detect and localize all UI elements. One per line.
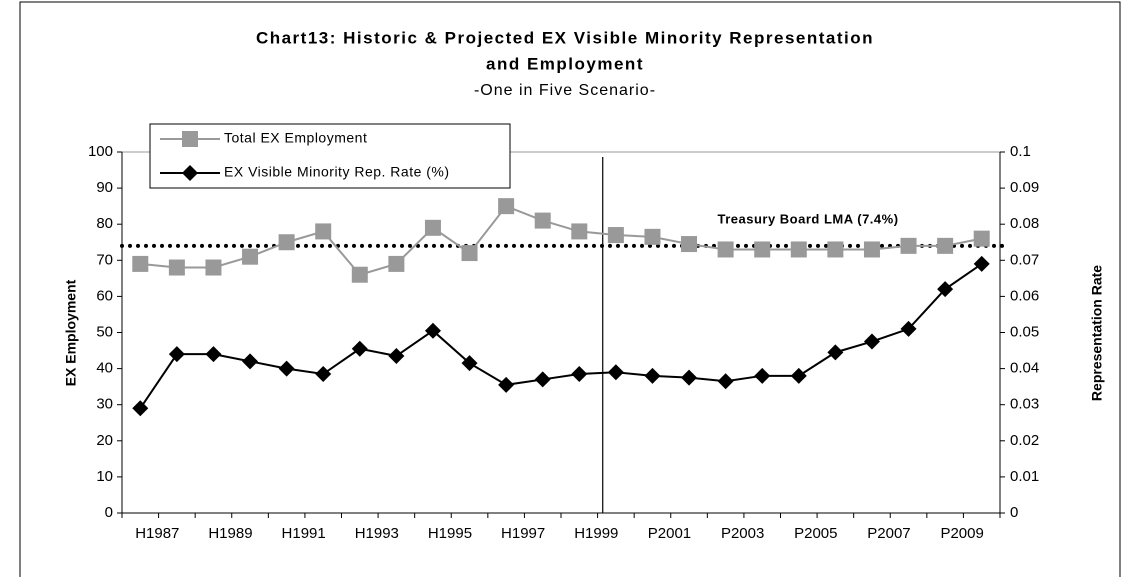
data-point	[607, 227, 624, 244]
data-point	[900, 237, 917, 254]
x-tick-label: H1991	[282, 525, 326, 542]
data-point	[863, 241, 880, 258]
x-tick-label: H1993	[355, 525, 399, 542]
data-point	[681, 236, 698, 253]
data-point	[278, 234, 295, 251]
y2-tick-label: 0.09	[1010, 179, 1039, 196]
data-point	[132, 400, 149, 417]
data-point	[534, 212, 551, 229]
data-point	[534, 371, 551, 388]
series-line	[139, 263, 983, 409]
chart-frame	[19, 1, 1121, 577]
data-point	[424, 219, 441, 236]
data-point	[863, 333, 880, 350]
data-point	[168, 346, 185, 363]
data-point	[681, 369, 698, 386]
data-point	[461, 245, 478, 262]
y-tick-label: 10	[96, 468, 113, 485]
data-point	[790, 241, 807, 258]
x-tick-label: H1999	[574, 525, 618, 542]
y2-tick-label: 0.1	[1010, 143, 1031, 160]
y2-tick-label: 0.03	[1010, 396, 1039, 413]
data-point	[351, 340, 368, 357]
y2-tick-label: 0.07	[1010, 251, 1039, 268]
data-point	[242, 353, 259, 370]
data-point	[242, 248, 259, 265]
data-point	[388, 347, 405, 364]
data-point	[937, 237, 954, 254]
data-point	[827, 241, 844, 258]
x-tick-label: P2003	[721, 525, 764, 542]
y-axis-label: EX Employment	[63, 279, 79, 386]
legend-label: EX Visible Minority Rep. Rate (%)	[224, 164, 450, 180]
data-point	[571, 223, 588, 240]
data-point	[424, 322, 441, 339]
x-tick-label: P2005	[794, 525, 837, 542]
data-point	[132, 255, 149, 272]
data-point	[717, 373, 734, 390]
reference-label: Treasury Board LMA (7.4%)	[717, 211, 898, 226]
data-point	[754, 241, 771, 258]
data-point	[644, 367, 661, 384]
legend-label: Total EX Employment	[224, 130, 367, 146]
chart-title: Chart13: Historic & Projected EX Visible…	[256, 28, 874, 47]
x-tick-label: P2007	[867, 525, 910, 542]
data-point	[607, 364, 624, 381]
x-tick-label: H1995	[428, 525, 472, 542]
data-point	[973, 230, 990, 247]
y-tick-label: 20	[96, 432, 113, 449]
data-point	[571, 366, 588, 383]
data-point	[205, 346, 222, 363]
y2-tick-label: 0.01	[1010, 468, 1039, 485]
y2-tick-label: 0.05	[1010, 323, 1039, 340]
data-point	[790, 367, 807, 384]
data-point	[937, 281, 954, 298]
data-point	[315, 366, 332, 383]
data-point	[168, 259, 185, 276]
data-point	[461, 355, 478, 372]
chart-subtitle: -One in Five Scenario-	[474, 82, 656, 99]
y2-tick-label: 0	[1010, 504, 1018, 521]
data-point	[900, 320, 917, 337]
x-tick-label: P2009	[940, 525, 983, 542]
data-point	[182, 131, 198, 147]
data-point	[182, 165, 198, 181]
y-tick-label: 50	[96, 323, 113, 340]
data-point	[754, 367, 771, 384]
x-tick-label: H1987	[135, 525, 179, 542]
x-tick-label: P2001	[648, 525, 691, 542]
data-point	[205, 259, 222, 276]
data-point	[644, 228, 661, 245]
y-tick-label: 100	[88, 143, 113, 160]
x-tick-label: H1989	[208, 525, 252, 542]
y-tick-label: 0	[105, 504, 113, 521]
chart-title-line2: and Employment	[486, 54, 644, 73]
data-point	[827, 344, 844, 361]
data-point	[278, 360, 295, 377]
y2-axis-label: Representation Rate	[1089, 265, 1105, 401]
data-point	[388, 255, 405, 272]
legend-box	[149, 123, 511, 189]
data-point	[973, 255, 990, 272]
x-tick-label: H1997	[501, 525, 545, 542]
y-tick-label: 70	[96, 251, 113, 268]
y-tick-label: 60	[96, 287, 113, 304]
data-point	[315, 223, 332, 240]
y-tick-label: 30	[96, 396, 113, 413]
data-point	[717, 241, 734, 258]
y2-tick-label: 0.06	[1010, 287, 1039, 304]
y2-tick-label: 0.04	[1010, 360, 1039, 377]
y-tick-label: 80	[96, 215, 113, 232]
y-tick-label: 40	[96, 360, 113, 377]
data-point	[351, 266, 368, 283]
data-point	[498, 376, 515, 393]
data-point	[498, 198, 515, 215]
y2-tick-label: 0.02	[1010, 432, 1039, 449]
y-tick-label: 90	[96, 179, 113, 196]
y2-tick-label: 0.08	[1010, 215, 1039, 232]
